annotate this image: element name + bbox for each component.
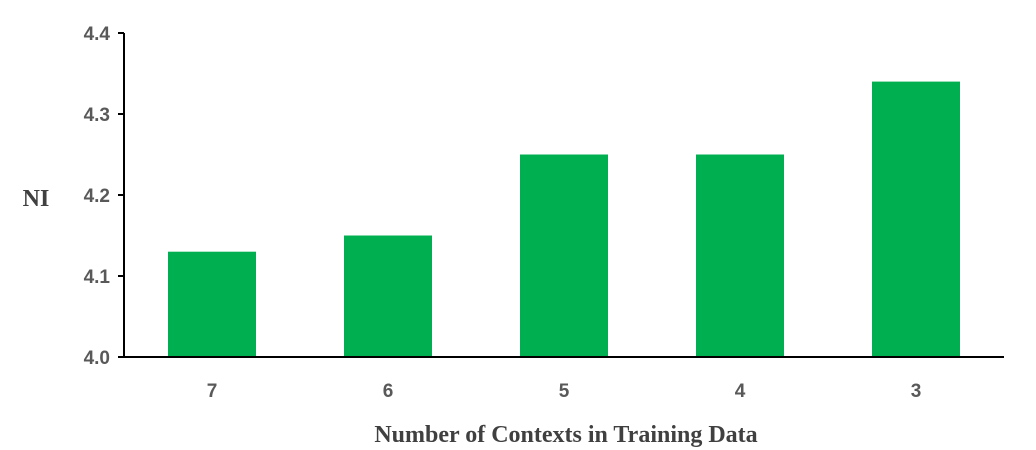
x-tick-label: 5 — [559, 381, 570, 402]
y-axis-title: NI — [23, 186, 50, 212]
y-tick-label: 4.1 — [84, 267, 111, 288]
bar-5 — [520, 154, 608, 357]
x-axis-title: Number of Contexts in Training Data — [374, 422, 757, 448]
y-tick-label: 4.4 — [84, 24, 111, 45]
x-tick-label: 6 — [383, 381, 394, 402]
y-tick-label: 4.2 — [84, 186, 110, 207]
x-tick-label: 7 — [207, 381, 218, 402]
x-tick-label: 4 — [735, 381, 746, 402]
bar-6 — [344, 235, 432, 357]
bar-4 — [696, 154, 784, 357]
y-tick-label: 4.3 — [84, 105, 110, 126]
x-tick-label: 3 — [911, 381, 922, 402]
y-tick-label: 4.0 — [84, 348, 110, 369]
bar-3 — [872, 81, 960, 357]
bars-layer — [168, 81, 960, 357]
y-tick-labels: 4.0 4.1 4.2 4.3 4.4 — [84, 24, 124, 369]
bar-7 — [168, 251, 256, 357]
x-tick-labels: 7 6 5 4 3 — [207, 381, 922, 402]
